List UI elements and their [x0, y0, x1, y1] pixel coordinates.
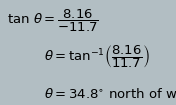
Text: $\theta = 34.8^{\circ}$ north of west: $\theta = 34.8^{\circ}$ north of west — [44, 87, 176, 102]
Text: $\theta = \tan^{-1}\!\left(\dfrac{8.16}{11.7}\right)$: $\theta = \tan^{-1}\!\left(\dfrac{8.16}{… — [44, 43, 150, 70]
Text: $\tan\,\theta = \dfrac{8.16}{-11.7}$: $\tan\,\theta = \dfrac{8.16}{-11.7}$ — [7, 8, 99, 34]
